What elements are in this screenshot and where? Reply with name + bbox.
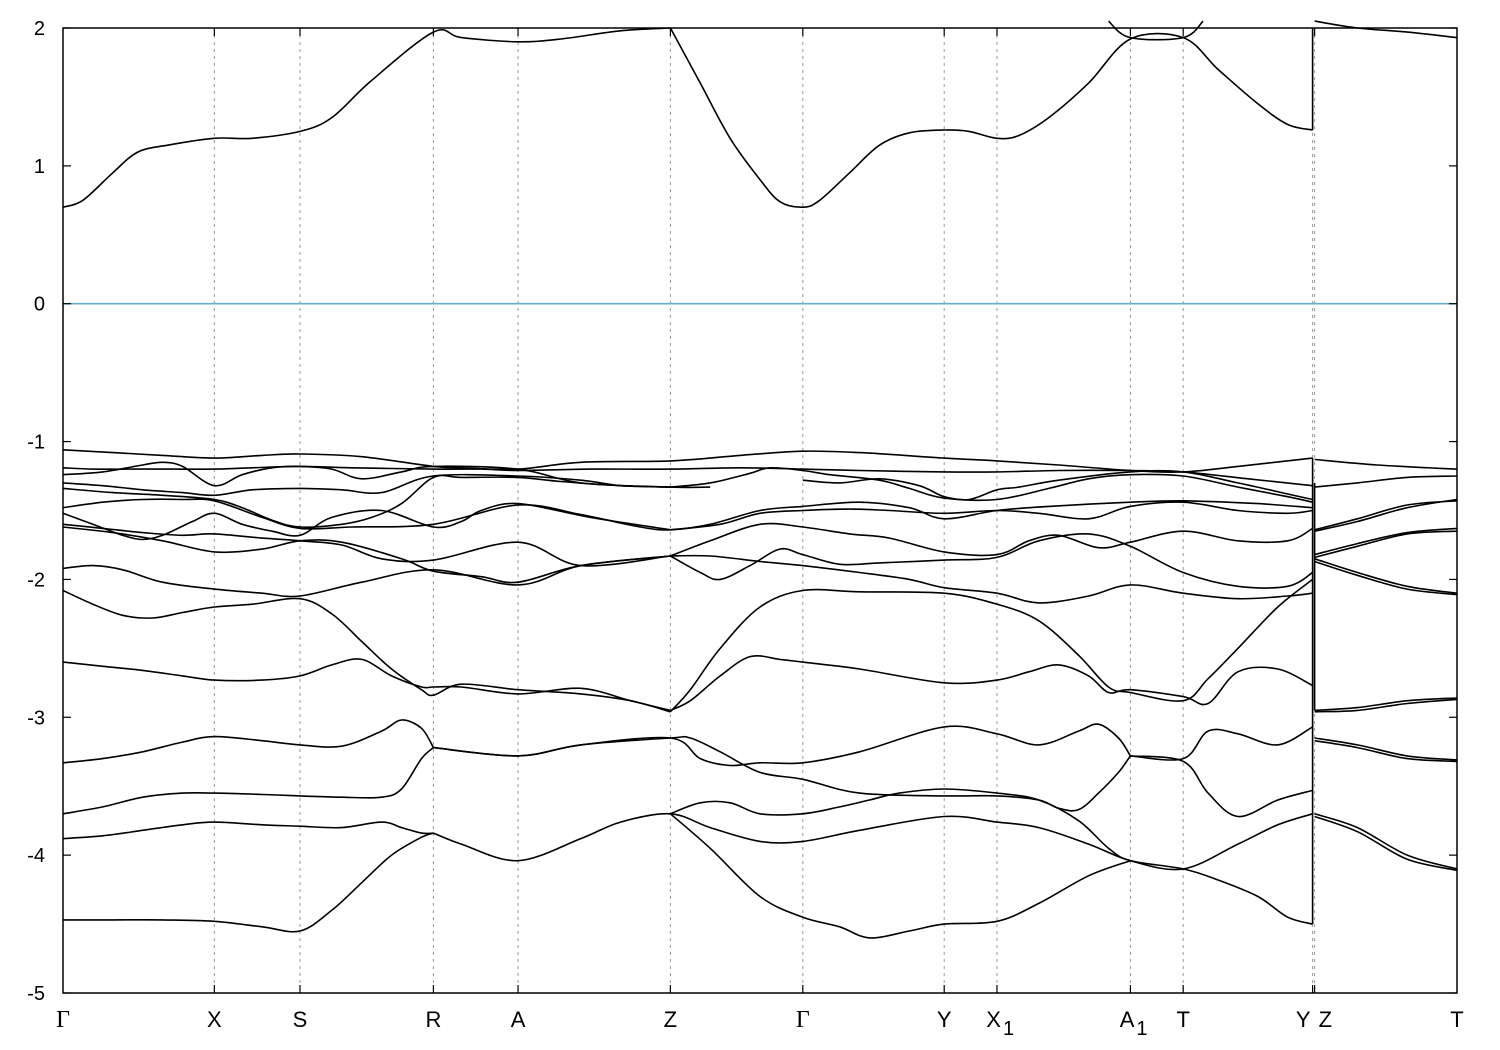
band-line bbox=[670, 532, 1314, 589]
kpoint-label: Γ bbox=[56, 1007, 70, 1033]
kpoint-label: R bbox=[425, 1007, 441, 1032]
band-line bbox=[1107, 20, 1204, 41]
band-line bbox=[1314, 698, 1458, 713]
band-line bbox=[669, 813, 1131, 939]
band-line bbox=[62, 461, 711, 489]
band-line bbox=[1130, 755, 1313, 818]
band-line bbox=[1130, 726, 1313, 761]
band-line bbox=[433, 812, 1313, 871]
kpoint-label: A bbox=[1120, 1007, 1135, 1032]
band-line bbox=[1314, 815, 1458, 872]
kpoint-label: S bbox=[293, 1007, 308, 1032]
y-tick-label: 2 bbox=[34, 18, 45, 40]
kpoint-label: X bbox=[207, 1007, 222, 1032]
band-line bbox=[62, 555, 671, 598]
kpoint-label: Z bbox=[1319, 1007, 1332, 1032]
band-line bbox=[670, 554, 1313, 604]
band-line bbox=[1314, 558, 1458, 594]
y-tick-label: -2 bbox=[27, 569, 45, 591]
y-axis-ticks: 2 1 0 -1 -2 -3 -4 -5 bbox=[27, 18, 1457, 1005]
kpoint-label: T bbox=[1450, 1007, 1463, 1032]
band-line bbox=[62, 465, 1313, 487]
band-curves bbox=[62, 20, 1458, 939]
kpoint-subscript: 1 bbox=[1003, 1018, 1014, 1040]
band-line bbox=[670, 654, 1313, 712]
kpoint-label: Γ bbox=[796, 1007, 810, 1033]
band-line bbox=[433, 723, 1132, 767]
band-line bbox=[670, 522, 1314, 557]
band-line bbox=[62, 658, 671, 712]
band-line bbox=[433, 735, 1132, 812]
band-line bbox=[1314, 530, 1458, 559]
kpoint-label: A bbox=[511, 1007, 526, 1032]
band-line bbox=[1314, 20, 1458, 39]
band-line bbox=[669, 578, 1314, 713]
y-tick-label: -3 bbox=[27, 707, 45, 729]
plot-frame bbox=[62, 27, 1458, 994]
band-line bbox=[1314, 458, 1458, 470]
band-line bbox=[1314, 739, 1458, 763]
band-line bbox=[62, 498, 1313, 531]
band-line bbox=[62, 473, 671, 497]
kpoint-label: X bbox=[986, 1007, 1001, 1032]
kpoint-label: T bbox=[1176, 1007, 1189, 1032]
band-line bbox=[669, 27, 1313, 209]
band-line bbox=[1314, 697, 1458, 712]
band-line bbox=[62, 523, 671, 567]
band-line bbox=[1314, 560, 1458, 596]
band-line bbox=[62, 589, 671, 713]
band-line bbox=[670, 466, 1313, 503]
band-line bbox=[1314, 527, 1458, 556]
band-line bbox=[62, 449, 1313, 473]
kpoint-label: Y bbox=[937, 1007, 952, 1032]
band-line bbox=[62, 27, 671, 208]
band-line bbox=[62, 746, 434, 815]
band-line bbox=[1314, 737, 1458, 761]
band-line bbox=[802, 469, 1313, 501]
band-line bbox=[62, 719, 435, 764]
y-tick-label: 1 bbox=[34, 156, 45, 178]
kpoint-label: Z bbox=[664, 1007, 677, 1032]
band-line bbox=[63, 832, 434, 933]
band-line bbox=[62, 526, 671, 584]
band-line bbox=[62, 474, 671, 528]
band-line bbox=[1314, 498, 1458, 532]
kpoint-label: Y bbox=[1296, 1007, 1311, 1032]
y-tick-label: -1 bbox=[27, 432, 45, 454]
y-tick-label: 0 bbox=[34, 294, 45, 316]
y-tick-label: -4 bbox=[27, 845, 45, 867]
kpoint-subscript: 1 bbox=[1136, 1018, 1147, 1040]
y-tick-label: -5 bbox=[27, 983, 45, 1005]
band-line bbox=[1314, 813, 1458, 870]
band-line bbox=[1314, 500, 1458, 531]
band-line bbox=[1314, 475, 1458, 488]
band-line bbox=[670, 501, 1313, 531]
band-line bbox=[62, 821, 434, 840]
band-line bbox=[62, 502, 671, 541]
band-line bbox=[670, 788, 1313, 925]
